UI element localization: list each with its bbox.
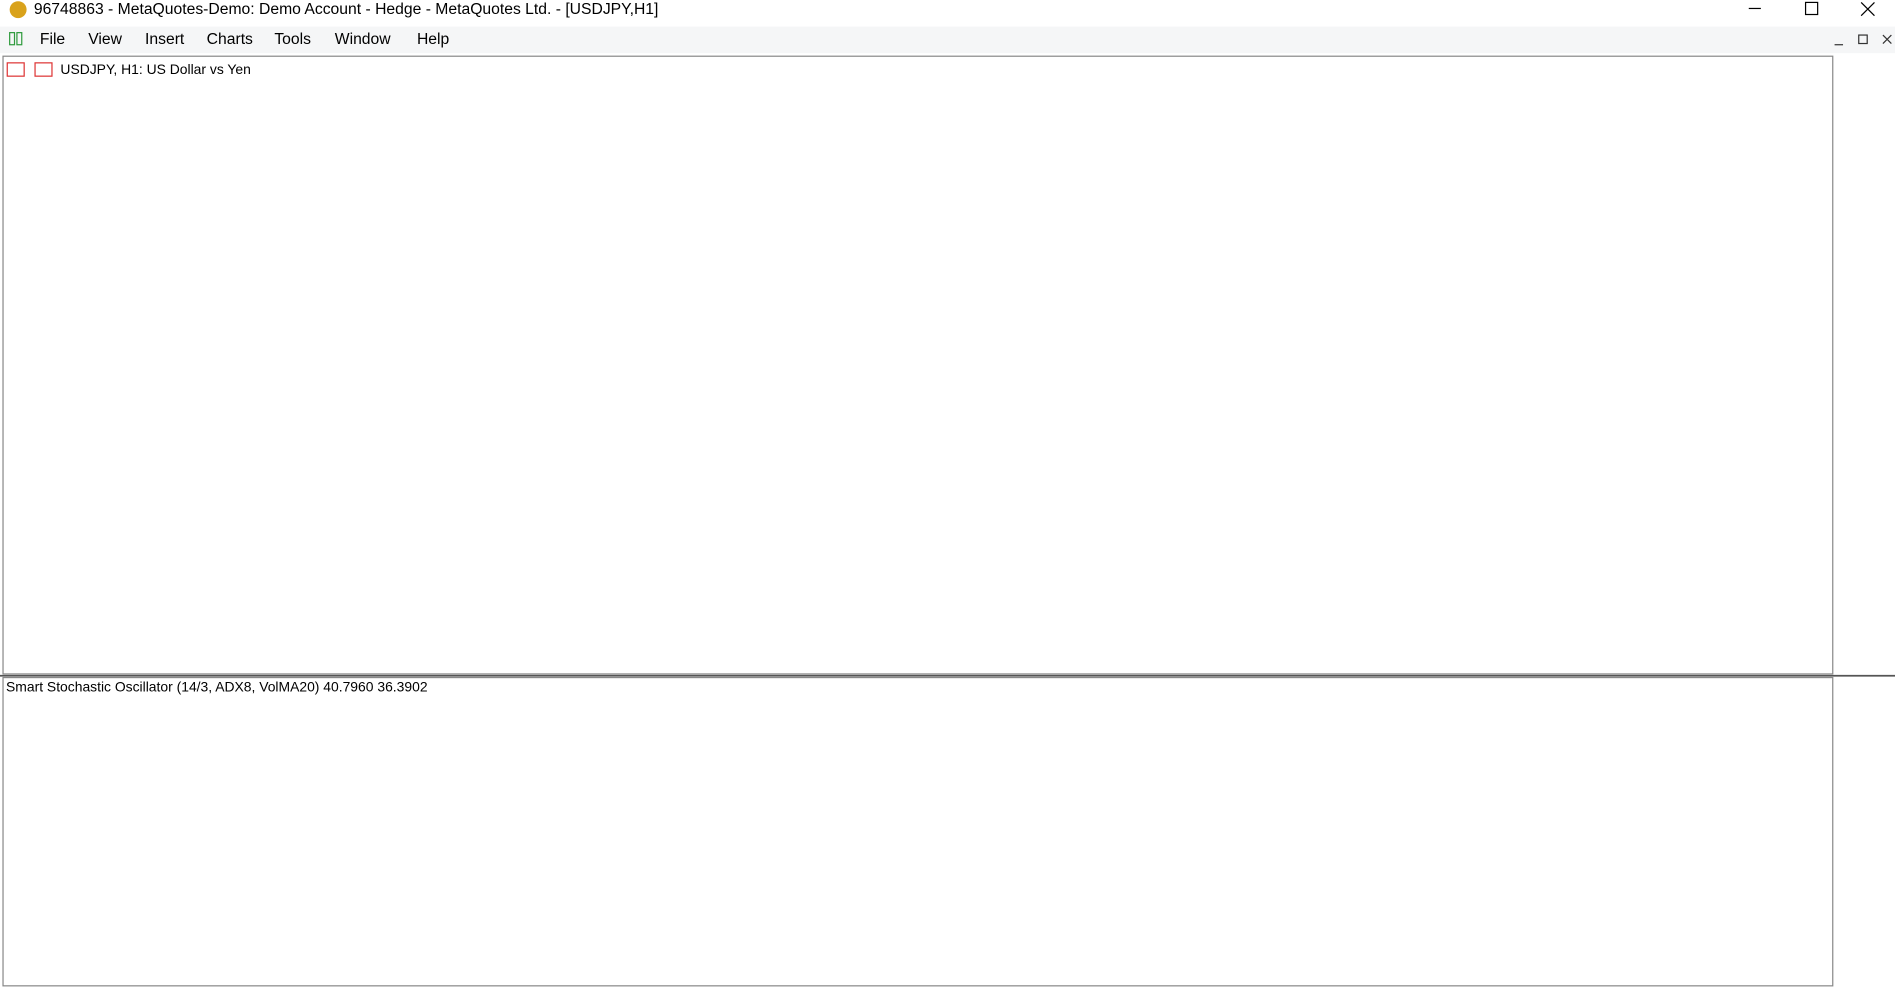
window-title: 96748863 - MetaQuotes-Demo: Demo Account… xyxy=(34,1,659,18)
chart-title: USDJPY, H1: US Dollar vs Yen xyxy=(60,61,250,77)
mdi-close[interactable] xyxy=(1882,34,1892,44)
app-icon xyxy=(9,1,27,19)
menu-item[interactable]: Help xyxy=(417,31,450,48)
indicator-title: Smart Stochastic Oscillator (14/3, ADX8,… xyxy=(6,679,428,695)
menu-icon xyxy=(9,32,16,46)
menu-item[interactable]: Charts xyxy=(207,31,253,48)
chart-icon xyxy=(6,62,25,77)
menu-bar xyxy=(0,26,1895,54)
menu-item[interactable]: View xyxy=(88,31,122,48)
menu-item[interactable]: Window xyxy=(335,31,392,48)
close-button[interactable] xyxy=(1860,1,1875,17)
maximize-button[interactable] xyxy=(1804,1,1819,16)
mdi-restore[interactable] xyxy=(1858,34,1868,45)
price-pane xyxy=(2,55,1834,675)
oscillator-pane xyxy=(2,676,1834,987)
chart-icon xyxy=(34,62,53,77)
menu-icon xyxy=(16,32,23,46)
menu-item[interactable]: Tools xyxy=(274,31,311,48)
menu-item[interactable]: Insert xyxy=(145,31,185,48)
menu-item[interactable]: File xyxy=(40,31,66,48)
